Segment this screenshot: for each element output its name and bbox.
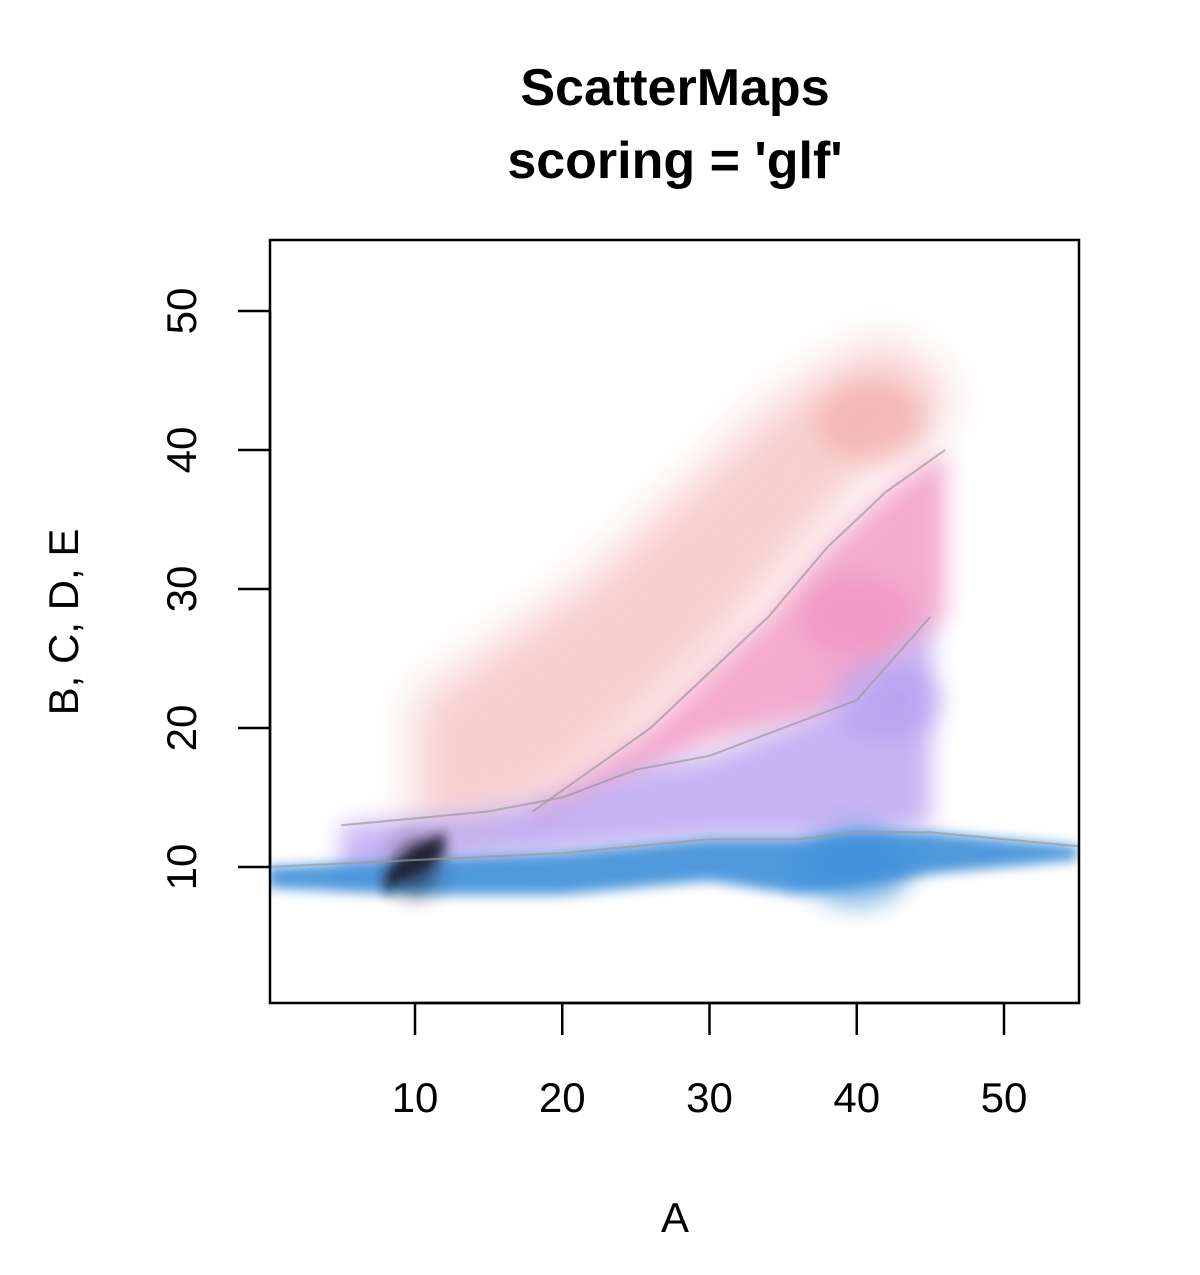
- boundary-line-e: [270, 831, 1078, 868]
- x-tick-label: 40: [833, 1074, 880, 1121]
- density-series-d: [341, 616, 942, 881]
- y-axis-label: B, C, D, E: [40, 529, 87, 716]
- y-tick-label: 20: [158, 705, 205, 752]
- boundary-line-c: [532, 449, 946, 813]
- density-peak-d: [831, 660, 942, 741]
- density-region-c: [532, 450, 946, 826]
- x-axis-label: A: [661, 1194, 689, 1241]
- y-tick-label: 40: [158, 427, 205, 474]
- density-series-e: [270, 827, 1078, 907]
- density-series-b: [415, 338, 946, 840]
- x-tick-label: 50: [981, 1074, 1028, 1121]
- density-series-overlap: [385, 832, 445, 895]
- density-layer: [270, 338, 1078, 907]
- y-axis: 10 20 30 40 50: [158, 288, 272, 891]
- y-tick-label: 50: [158, 288, 205, 335]
- chart-subtitle: scoring = 'glf': [507, 132, 842, 190]
- density-peak-overlap: [393, 839, 437, 895]
- x-axis: 10 20 30 40 50: [392, 1001, 1028, 1121]
- y-tick-label: 30: [158, 566, 205, 613]
- x-tick-label: 30: [686, 1074, 733, 1121]
- x-tick-label: 20: [539, 1074, 586, 1121]
- boundary-line-d: [341, 616, 932, 827]
- density-peak-e: [801, 827, 912, 907]
- density-region-d: [341, 616, 931, 881]
- density-region-b: [415, 338, 946, 840]
- density-peak-b: [816, 382, 927, 463]
- density-series-c: [532, 450, 946, 826]
- y-tick-label: 10: [158, 844, 205, 891]
- x-tick-label: 10: [392, 1074, 439, 1121]
- chart-title: ScatterMaps: [520, 59, 829, 117]
- density-peak-c: [801, 576, 912, 657]
